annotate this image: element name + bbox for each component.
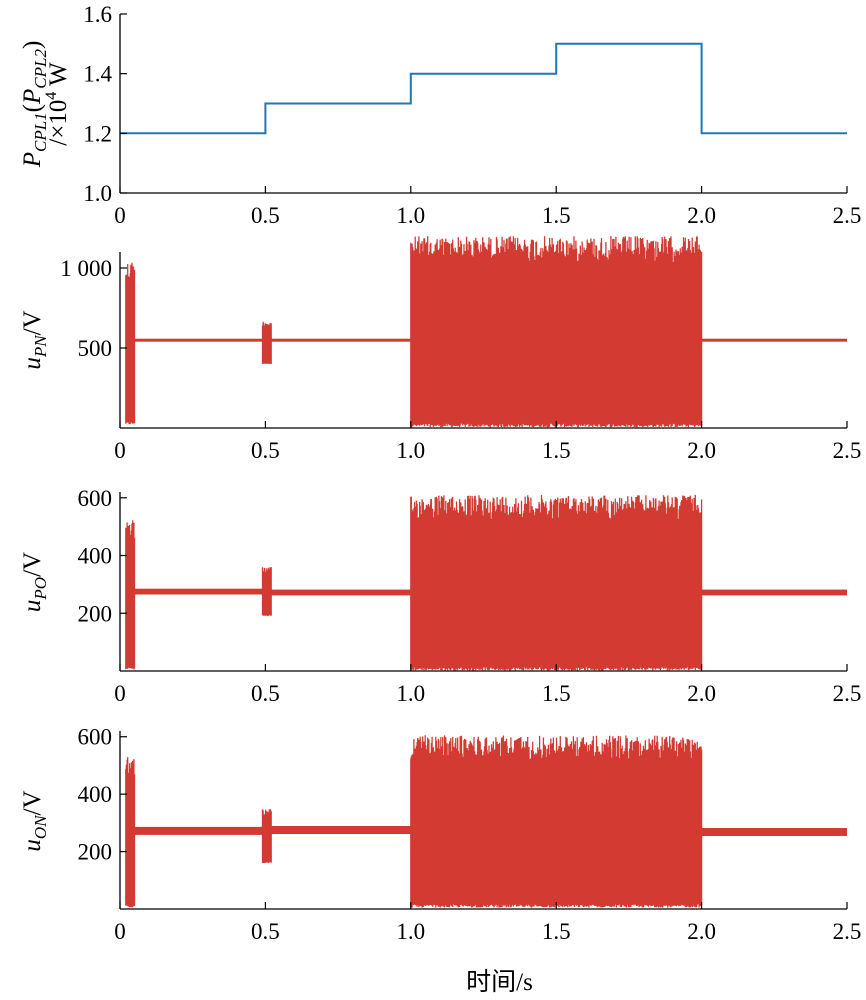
y-tick-label: 200 xyxy=(78,601,113,626)
x-tick-label: 2.0 xyxy=(687,203,716,228)
x-tick-label: 2.5 xyxy=(833,438,862,463)
x-tick-label: 0.5 xyxy=(251,438,280,463)
chart-panel-3: 0 0.5 1.0 1.5 2.0 2.5 200 400 600 uPO/V xyxy=(19,486,861,706)
x-tick-label: 1.0 xyxy=(396,438,425,463)
y-tick-label: 400 xyxy=(78,782,113,807)
x-tick-label: 2.0 xyxy=(687,438,716,463)
y-axis-label: uPN/V xyxy=(19,310,50,369)
steady-band xyxy=(701,828,847,836)
x-tick-label: 1.5 xyxy=(542,203,571,228)
x-tick-label: 0 xyxy=(114,203,126,228)
steady-band xyxy=(134,826,263,835)
y-tick-label: 1.4 xyxy=(83,62,112,87)
oscillation-core xyxy=(410,523,702,667)
x-tick-label: 1.0 xyxy=(396,203,425,228)
x-tick-label: 1.0 xyxy=(396,681,425,706)
x-tick-label: 1.5 xyxy=(542,919,571,944)
oscillation-core xyxy=(410,762,702,905)
y-tick-label: 200 xyxy=(78,840,113,865)
x-tick-label: 2.0 xyxy=(687,919,716,944)
y-tick-label: 1.0 xyxy=(83,181,112,206)
oscillation-core xyxy=(410,266,702,424)
oscillation-core xyxy=(262,327,272,364)
steady-band xyxy=(271,826,411,834)
y-tick-label: 1.6 xyxy=(83,2,112,27)
x-tick-label: 0.5 xyxy=(251,919,280,944)
steady-band xyxy=(271,589,411,596)
x-axis-label: 时间/s xyxy=(466,968,533,996)
x-tick-label: 0 xyxy=(114,919,126,944)
series-3 xyxy=(125,494,847,671)
x-tick-label: 0.5 xyxy=(251,681,280,706)
oscillation-core xyxy=(262,574,272,616)
series-1 xyxy=(120,42,847,135)
x-tick-label: 1.5 xyxy=(542,681,571,706)
oscillation-core xyxy=(125,286,135,422)
steady-band xyxy=(134,338,263,342)
series-line xyxy=(120,42,847,135)
x-tick-label: 0 xyxy=(114,438,126,463)
x-tick-label: 2.5 xyxy=(833,203,862,228)
x-tick-label: 2.0 xyxy=(687,681,716,706)
oscillation-core xyxy=(125,781,135,905)
x-tick-label: 2.5 xyxy=(833,919,862,944)
steady-band xyxy=(271,338,411,342)
steady-band xyxy=(701,338,847,342)
steady-band xyxy=(134,588,263,595)
y-axis-unit: /×104 W xyxy=(43,62,72,146)
y-axis-label: PCPL1(PCPL2) xyxy=(19,41,50,169)
steady-band xyxy=(701,589,847,596)
series-2 xyxy=(125,236,847,428)
y-tick-label: 1 000 xyxy=(60,256,112,281)
x-tick-label: 1.5 xyxy=(542,438,571,463)
y-tick-label: 600 xyxy=(78,486,113,511)
y-tick-label: 500 xyxy=(78,336,113,361)
x-tick-label: 0 xyxy=(114,681,126,706)
x-tick-label: 2.5 xyxy=(833,681,862,706)
oscillation-core xyxy=(262,817,272,862)
y-tick-label: 1.2 xyxy=(83,121,112,146)
y-tick-label: 600 xyxy=(78,725,113,750)
y-axis-label: uON/V xyxy=(19,790,50,851)
chart-panel-4: 0 0.5 1.0 1.5 2.0 2.5 200 400 600 uON/V 时间/s xyxy=(19,725,861,996)
y-axis-label: uPO/V xyxy=(19,552,50,612)
oscillation-core xyxy=(125,542,135,667)
x-tick-label: 0.5 xyxy=(251,203,280,228)
chart-panel-2: 0 0.5 1.0 1.5 2.0 2.5 500 1 000 uPN/V xyxy=(19,236,861,463)
x-tick-label: 1.0 xyxy=(396,919,425,944)
chart-panel-1: 0 0.5 1.0 1.5 2.0 2.5 1.0 1.2 1.4 1.6 PCPL1(PCPL2)… xyxy=(19,2,861,228)
series-4 xyxy=(125,735,847,908)
y-tick-label: 400 xyxy=(78,544,113,569)
